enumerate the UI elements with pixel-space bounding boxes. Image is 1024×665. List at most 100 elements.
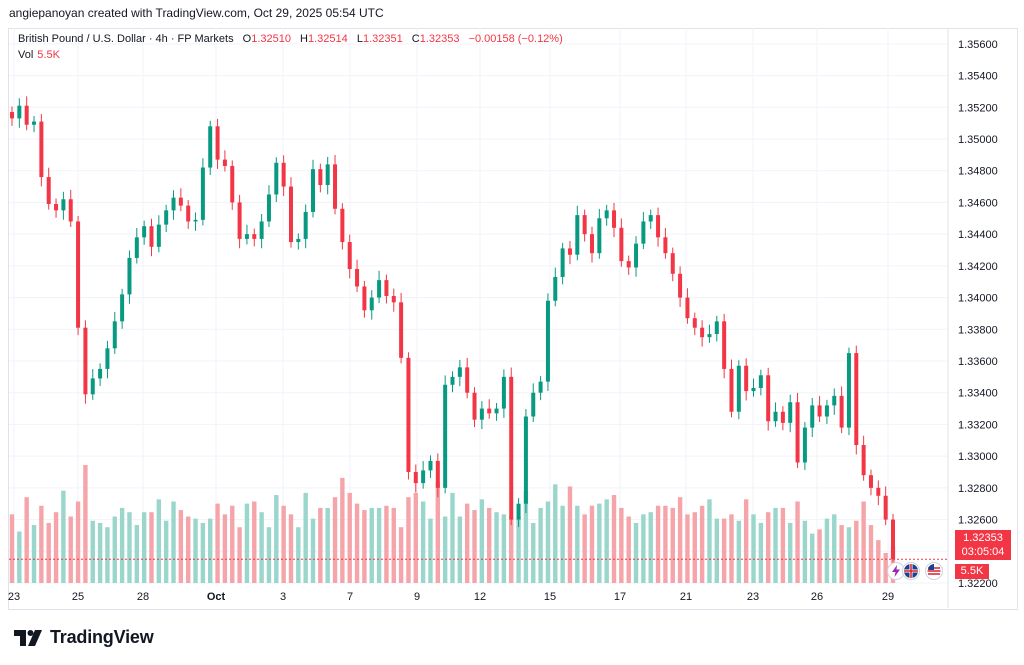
candle-body bbox=[391, 295, 396, 303]
volume-bar bbox=[509, 516, 514, 583]
candle-body bbox=[288, 186, 293, 243]
candle-body bbox=[883, 495, 888, 520]
volume-bar bbox=[677, 497, 683, 583]
candle-body bbox=[465, 367, 470, 393]
volume-bar bbox=[589, 505, 595, 583]
volume-bar bbox=[68, 516, 73, 583]
volume-bar bbox=[435, 482, 441, 583]
time-axis[interactable]: 23 25 28 Oct 3 7 9 12 15 17 21 23 26 29 bbox=[8, 591, 894, 603]
volume-bar bbox=[163, 520, 169, 583]
candle-body bbox=[443, 384, 448, 488]
volume-bar bbox=[692, 512, 697, 583]
price-tick-label: 1.35200 bbox=[958, 102, 998, 114]
candle-body bbox=[876, 487, 881, 496]
candle-body bbox=[259, 221, 264, 239]
volume-bar bbox=[663, 505, 668, 583]
volume-bar bbox=[266, 527, 272, 583]
volume-value: 5.5K bbox=[37, 49, 60, 61]
volume-bar bbox=[413, 492, 418, 583]
candle-body bbox=[10, 112, 14, 119]
volume-bar bbox=[758, 522, 764, 583]
candle-body bbox=[788, 402, 793, 423]
candle-body bbox=[700, 327, 705, 338]
candle-body bbox=[112, 321, 117, 349]
candle-body bbox=[729, 368, 734, 412]
volume-bar bbox=[641, 514, 646, 583]
volume-bar bbox=[450, 492, 455, 583]
candle-body bbox=[230, 165, 235, 203]
volume-bar bbox=[398, 527, 404, 583]
candle-body bbox=[472, 392, 477, 420]
candle-body bbox=[274, 162, 279, 195]
price-tick-label: 1.34600 bbox=[958, 197, 998, 209]
candle-body bbox=[333, 164, 338, 209]
candle-body bbox=[120, 294, 125, 322]
candle-body bbox=[560, 248, 565, 277]
candle-body bbox=[222, 159, 227, 166]
attribution-line: angiepanoyan created with TradingView.co… bbox=[9, 6, 384, 20]
volume-bar bbox=[105, 527, 110, 583]
volume-bar bbox=[824, 518, 830, 583]
volume-bar bbox=[575, 505, 580, 583]
time-tick-label: 23 bbox=[8, 591, 20, 603]
candle-body bbox=[413, 472, 418, 484]
candle-body bbox=[641, 221, 646, 244]
tradingview-logo[interactable]: TradingView bbox=[14, 627, 154, 648]
volume-bar bbox=[780, 507, 786, 583]
volume-bar bbox=[685, 514, 690, 583]
volume-bar bbox=[494, 512, 499, 583]
candle-body bbox=[186, 205, 191, 222]
us-flag-icon[interactable] bbox=[925, 562, 943, 580]
symbol-legend: British Pound / U.S. Dollar · 4h · FP Ma… bbox=[18, 33, 563, 45]
volume-bar bbox=[97, 522, 103, 583]
price-axis[interactable]: 1.35600 1.35400 1.35200 1.35000 1.34800 1.346… bbox=[958, 39, 998, 590]
candle-body bbox=[780, 411, 785, 423]
candle-body bbox=[479, 408, 484, 420]
candle-body bbox=[766, 375, 771, 422]
volume-bar bbox=[626, 516, 631, 583]
candle-body bbox=[685, 297, 690, 319]
candle-body bbox=[281, 162, 286, 187]
candle-body bbox=[523, 416, 528, 504]
time-tick-label: 25 bbox=[72, 591, 84, 603]
volume-bar bbox=[318, 507, 323, 583]
candle-body bbox=[832, 395, 837, 406]
candle-body bbox=[428, 460, 433, 471]
volume-bar bbox=[538, 507, 543, 583]
volume-bar bbox=[141, 512, 147, 583]
time-tick-label: 28 bbox=[137, 591, 149, 603]
candle-body bbox=[384, 280, 389, 296]
volume-bar bbox=[156, 499, 162, 583]
candle-body bbox=[810, 405, 815, 428]
volume-bar bbox=[244, 503, 250, 583]
uk-flag-icon[interactable] bbox=[902, 562, 920, 580]
volume-bar bbox=[560, 505, 565, 583]
candle-body bbox=[846, 353, 851, 428]
candle-body bbox=[656, 215, 661, 238]
volume-bar bbox=[46, 522, 51, 583]
volume-bar bbox=[611, 495, 617, 583]
candle-body bbox=[39, 121, 44, 178]
time-tick-label: 7 bbox=[347, 591, 353, 603]
price-tick-label: 1.32600 bbox=[958, 515, 998, 527]
open-label: O bbox=[242, 33, 252, 45]
candle-body bbox=[670, 253, 675, 274]
symbol-title[interactable]: British Pound / U.S. Dollar · 4h · FP Ma… bbox=[18, 33, 234, 45]
volume-bar bbox=[222, 514, 228, 583]
volume-bar bbox=[773, 507, 778, 583]
candle-body bbox=[538, 381, 543, 393]
candle-body bbox=[200, 167, 205, 220]
lightning-icon[interactable] bbox=[887, 562, 905, 580]
volume-bar bbox=[208, 518, 213, 583]
candle-body bbox=[347, 242, 352, 270]
volume-bar bbox=[31, 525, 37, 583]
candle-body bbox=[127, 257, 132, 295]
volume-bar bbox=[24, 497, 29, 583]
volume-bars bbox=[9, 465, 896, 583]
candle-body bbox=[296, 238, 301, 243]
volume-bar bbox=[802, 520, 808, 583]
candle-body bbox=[707, 334, 712, 338]
price-tick-label: 1.34400 bbox=[958, 229, 998, 241]
volume-label[interactable]: Vol bbox=[18, 49, 34, 61]
